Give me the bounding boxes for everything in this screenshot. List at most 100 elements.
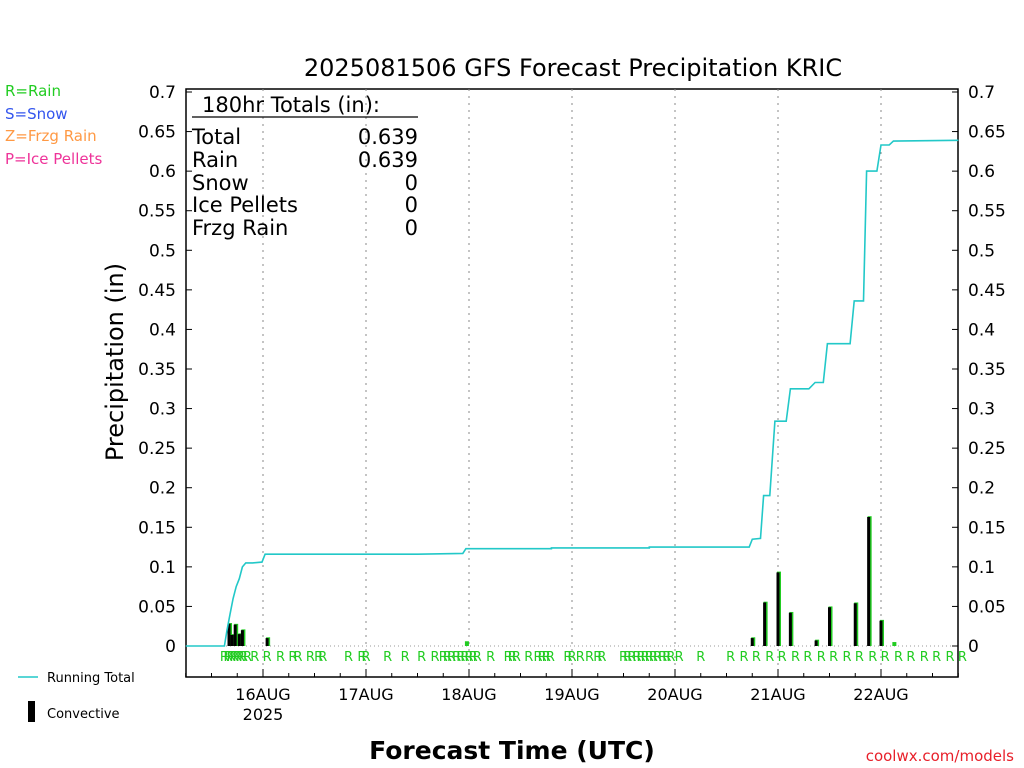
x-axis-label: Forecast Time (UTC) — [369, 736, 655, 765]
convective-precip-bar — [233, 624, 237, 646]
precip-type-marker: R — [645, 650, 654, 665]
y-axis-label: Precipitation (in) — [101, 263, 129, 461]
precip-type-marker: R — [306, 650, 315, 665]
precip-type-marker: R — [473, 650, 482, 665]
precip-type-marker: R — [567, 650, 576, 665]
precip-type-marker: R — [452, 650, 461, 665]
y-tick-label-left: 0.4 — [149, 320, 176, 340]
x-tick-label: 18AUG — [441, 685, 496, 704]
series-legend: Running Total Convective — [18, 671, 135, 722]
precip-type-marker: R — [765, 650, 774, 665]
precip-type-marker: R — [524, 650, 533, 665]
precip-type-marker: R — [619, 650, 628, 665]
totals-label-total: Total — [191, 125, 241, 149]
precip-type-marker: R — [752, 650, 761, 665]
legend-ice-pellets: P=Ice Pellets — [5, 150, 102, 168]
precip-type-marker: R — [508, 650, 517, 665]
totals-value-snow: 0 — [405, 171, 418, 195]
precip-type-marker: R — [675, 650, 684, 665]
legend-rain: R=Rain — [5, 82, 61, 100]
y-tick-label-right: 0.6 — [968, 162, 995, 182]
precip-type-marker: R — [653, 650, 662, 665]
precip-type-marker: R — [227, 650, 236, 665]
y-tick-label-left: 0.2 — [149, 479, 176, 499]
precip-type-marker: R — [439, 650, 448, 665]
convective-precip-bar — [750, 638, 754, 646]
precip-type-marker: R — [447, 650, 456, 665]
totals-value-rain: 0.639 — [358, 148, 418, 172]
running-total-line — [185, 139, 959, 647]
precip-type-marker: R — [469, 650, 478, 665]
precip-type-marker: R — [533, 650, 542, 665]
x-tick-label: 19AUG — [544, 685, 599, 704]
precip-type-marker: R — [223, 650, 232, 665]
precip-type-marker: R — [383, 650, 392, 665]
precip-type-marker: R — [739, 650, 748, 665]
chart-title: 2025081506 GFS Forecast Precipitation KR… — [304, 54, 842, 82]
precip-type-marker: R — [641, 650, 650, 665]
totals-label-ice-pellets: Ice Pellets — [192, 193, 298, 217]
totals-value-total: 0.639 — [358, 125, 418, 149]
precip-type-marker: R — [276, 650, 285, 665]
totals-label-rain: Rain — [192, 148, 238, 172]
convective-precip-bar — [788, 612, 792, 646]
precip-bars — [227, 516, 897, 646]
y-tick-label-left: 0.35 — [138, 360, 176, 380]
precip-type-marker: R — [236, 650, 245, 665]
precip-type-marker: R — [546, 650, 555, 665]
gridlines — [186, 89, 958, 677]
precip-type-marker: R — [920, 650, 929, 665]
y-tick-label-right: 0.5 — [968, 241, 995, 261]
precip-type-marker: R — [401, 650, 410, 665]
legend-convective-swatch — [28, 701, 35, 722]
precip-type-marker: R — [464, 650, 473, 665]
precip-type-marker: R — [563, 650, 572, 665]
x-tick-label: 22AUG — [853, 685, 908, 704]
precip-type-marker: R — [658, 650, 667, 665]
legend-freezing-rain: Z=Frzg Rain — [5, 127, 97, 145]
convective-precip-bar — [265, 638, 269, 646]
precip-type-marker: R — [906, 650, 915, 665]
totals-value-ice-pellets: 0 — [405, 193, 418, 217]
precip-type-marker: R — [932, 650, 941, 665]
precip-type-marker: R — [243, 650, 252, 665]
precip-type-marker: R — [881, 650, 890, 665]
totals-label-frzg-rain: Frzg Rain — [192, 216, 288, 240]
totals-value-frzg-rain: 0 — [405, 216, 418, 240]
y-tick-label-left: 0.65 — [138, 123, 176, 143]
precip-type-marker: R — [593, 650, 602, 665]
precip-type-marker: R — [945, 650, 954, 665]
convective-precip-bar — [763, 602, 767, 646]
precip-type-marker: R — [456, 650, 465, 665]
y-tick-label-left: 0.5 — [149, 241, 176, 261]
y-tick-label-left: 0.55 — [138, 202, 176, 222]
y-tick-label-left: 0.3 — [149, 400, 176, 420]
y-tick-label-left: 0.6 — [149, 162, 176, 182]
convective-precip-bar — [828, 607, 831, 646]
precip-type-marker: R — [239, 650, 248, 665]
totals-label-snow: Snow — [192, 171, 249, 195]
y-tick-label-left: 0.05 — [138, 597, 176, 617]
precip-type-marker: R — [430, 650, 439, 665]
convective-precip-bar — [237, 634, 241, 646]
y-tick-label-left: 0.45 — [138, 281, 176, 301]
totals-box: 180hr Totals (in): Total 0.639 Rain 0.63… — [191, 93, 418, 240]
totals-header: 180hr Totals (in): — [202, 93, 380, 117]
precip-type-marker: R — [842, 650, 851, 665]
y-tick-label-left: 0.1 — [149, 558, 176, 578]
convective-precip-bar — [230, 634, 234, 646]
precip-type-marker: R — [791, 650, 800, 665]
legend-running-total-label: Running Total — [47, 671, 135, 686]
y-tick-label-left: 0.7 — [149, 83, 176, 103]
total-precip-bar — [892, 642, 897, 646]
precip-type-marker: R — [829, 650, 838, 665]
y-tick-label-right: 0.25 — [968, 439, 1006, 459]
x-tick-label: 21AUG — [750, 685, 805, 704]
legend-convective-label: Convective — [47, 707, 120, 722]
precip-type-marker: R — [542, 650, 551, 665]
precip-type-marker: R — [803, 650, 812, 665]
x-tick-sublabel: 2025 — [243, 705, 284, 724]
